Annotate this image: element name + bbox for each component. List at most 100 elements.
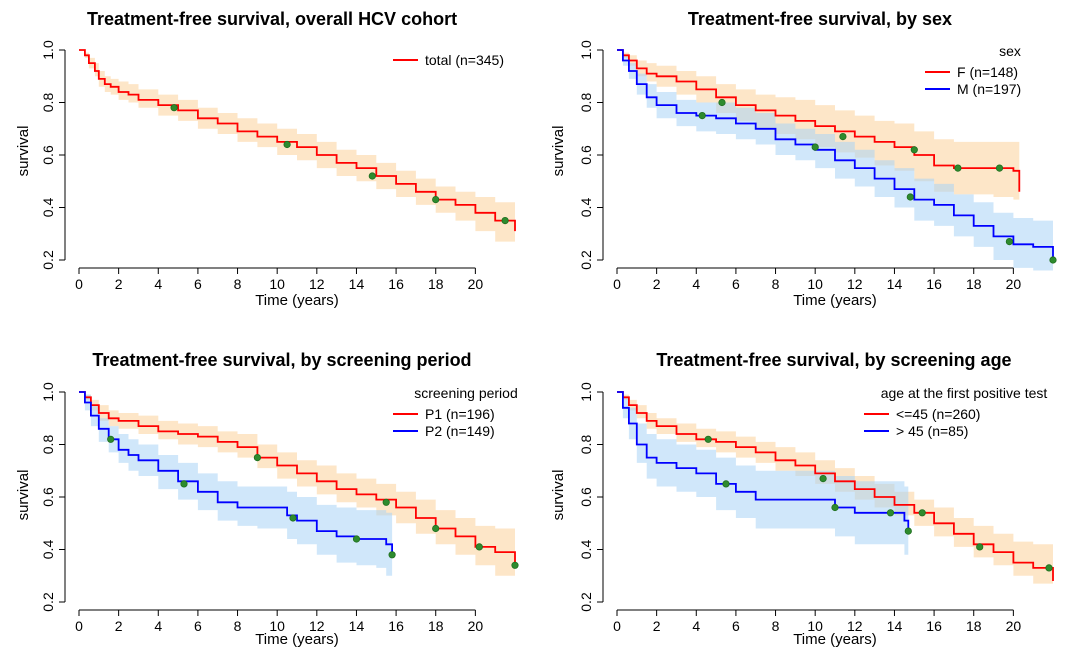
censor-point bbox=[904, 527, 912, 535]
y-tick-label: 0.6 bbox=[578, 145, 594, 165]
legend: screening period P1 (n=196)P2 (n=149) bbox=[393, 385, 518, 439]
censor-point bbox=[1045, 564, 1053, 572]
x-tick-label: 14 bbox=[349, 618, 365, 634]
censor-point bbox=[976, 543, 984, 551]
y-tick-label: 0.4 bbox=[40, 198, 56, 218]
chart-title: Treatment-free survival, overall HCV coh… bbox=[87, 9, 457, 29]
x-tick-label: 16 bbox=[926, 618, 942, 634]
panel-sex: Treatment-free survival, by sex survival… bbox=[550, 9, 1057, 309]
x-tick-label: 8 bbox=[772, 618, 780, 634]
y-tick-label: 1.0 bbox=[578, 40, 594, 60]
x-tick-label: 12 bbox=[847, 276, 863, 292]
panel-overall: Treatment-free survival, overall HCV coh… bbox=[15, 9, 516, 309]
x-tick-label: 10 bbox=[269, 618, 285, 634]
x-tick-label: 4 bbox=[154, 618, 162, 634]
censor-point bbox=[918, 509, 926, 517]
x-tick-label: 14 bbox=[349, 276, 365, 292]
survival-curve-1 bbox=[79, 49, 516, 232]
y-tick-label: 0.4 bbox=[578, 198, 594, 218]
confidence-band-2 bbox=[79, 392, 393, 587]
x-tick-label: 0 bbox=[613, 276, 621, 292]
legend: total (n=345) bbox=[393, 52, 504, 68]
y-tick-label: 0.6 bbox=[578, 487, 594, 507]
x-axis-label: Time (years) bbox=[255, 292, 339, 309]
x-tick-label: 12 bbox=[847, 618, 863, 634]
y-tick-label: 0.2 bbox=[578, 592, 594, 612]
x-tick-label: 6 bbox=[732, 276, 740, 292]
y-tick-label: 1.0 bbox=[40, 40, 56, 60]
x-tick-label: 6 bbox=[732, 618, 740, 634]
censor-point bbox=[283, 140, 291, 149]
censor-point bbox=[718, 98, 726, 107]
legend-entry: total (n=345) bbox=[425, 52, 504, 68]
y-tick-label: 0.4 bbox=[578, 540, 594, 560]
legend-entry: <=45 (n=260) bbox=[896, 406, 980, 422]
survival-curve-1 bbox=[617, 391, 1054, 581]
censor-point bbox=[811, 143, 819, 151]
x-tick-label: 10 bbox=[807, 618, 823, 634]
x-tick-label: 10 bbox=[269, 276, 285, 292]
censor-point bbox=[819, 474, 827, 483]
survival-curve-1 bbox=[617, 49, 1021, 192]
point-layer bbox=[704, 435, 1053, 572]
panel-screening-period: Treatment-free survival, by screening pe… bbox=[15, 350, 519, 648]
survival-curve-2 bbox=[79, 391, 393, 555]
y-axis-label: survival bbox=[15, 470, 32, 521]
censor-point bbox=[253, 453, 261, 462]
legend-title: sex bbox=[999, 43, 1021, 59]
x-tick-label: 4 bbox=[154, 276, 162, 292]
band-layer bbox=[617, 50, 1053, 281]
y-tick-label: 0.8 bbox=[578, 435, 594, 455]
x-axis-label: Time (years) bbox=[793, 292, 877, 309]
censor-point bbox=[995, 164, 1004, 172]
y-tick-label: 0.8 bbox=[578, 93, 594, 113]
x-tick-label: 8 bbox=[234, 618, 242, 634]
x-tick-label: 8 bbox=[772, 276, 780, 292]
censor-point bbox=[388, 551, 396, 559]
chart-title: Treatment-free survival, by sex bbox=[688, 9, 952, 29]
y-tick-label: 1.0 bbox=[40, 382, 56, 402]
y-tick-label: 0.2 bbox=[40, 592, 56, 612]
x-tick-label: 20 bbox=[468, 276, 484, 292]
x-tick-label: 16 bbox=[926, 276, 942, 292]
censor-point bbox=[954, 164, 962, 172]
y-tick-label: 1.0 bbox=[578, 382, 594, 402]
censor-point bbox=[839, 133, 847, 141]
censor-point bbox=[475, 543, 483, 551]
y-tick-label: 0.6 bbox=[40, 487, 56, 507]
x-tick-label: 0 bbox=[75, 276, 83, 292]
x-tick-label: 6 bbox=[194, 618, 202, 634]
x-tick-label: 16 bbox=[388, 618, 404, 634]
confidence-band-1 bbox=[79, 50, 515, 260]
x-tick-label: 20 bbox=[468, 618, 484, 634]
x-tick-label: 16 bbox=[388, 276, 404, 292]
confidence-band-1 bbox=[617, 392, 1053, 597]
confidence-band-2 bbox=[617, 392, 909, 576]
x-tick-label: 2 bbox=[115, 276, 123, 292]
censor-point bbox=[180, 480, 188, 488]
x-tick-label: 0 bbox=[613, 618, 621, 634]
band-layer bbox=[79, 392, 515, 597]
confidence-band-1 bbox=[79, 392, 515, 597]
axis-layer: 0 2 4 6 8 10 12 14 16 18 20 0.2 0.4 0.6 0.8 1.0 bbox=[578, 382, 1021, 634]
legend-entry: P1 (n=196) bbox=[425, 406, 495, 422]
legend-title: age at the first positive test bbox=[881, 385, 1048, 401]
censor-point bbox=[704, 435, 712, 443]
panel-screening-age: Treatment-free survival, by screening ag… bbox=[550, 350, 1054, 648]
censor-point bbox=[698, 112, 706, 120]
censor-point bbox=[910, 146, 918, 154]
x-tick-label: 4 bbox=[692, 618, 700, 634]
y-tick-label: 0.8 bbox=[40, 93, 56, 113]
x-tick-label: 20 bbox=[1006, 276, 1022, 292]
x-tick-label: 14 bbox=[887, 276, 903, 292]
censor-point bbox=[432, 196, 440, 204]
censor-point bbox=[382, 498, 390, 506]
x-tick-label: 14 bbox=[887, 618, 903, 634]
x-axis-label: Time (years) bbox=[793, 631, 877, 648]
legend-title: screening period bbox=[414, 385, 518, 401]
band-layer bbox=[617, 392, 1053, 597]
censor-point bbox=[289, 514, 297, 522]
x-axis-label: Time (years) bbox=[255, 631, 339, 648]
censor-point bbox=[1049, 256, 1057, 264]
